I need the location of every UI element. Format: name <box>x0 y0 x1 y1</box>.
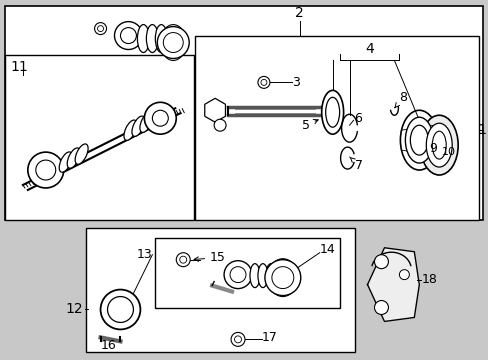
Text: 7: 7 <box>349 157 362 172</box>
Text: 16: 16 <box>101 339 116 352</box>
Text: 13: 13 <box>136 248 152 261</box>
Circle shape <box>214 119 225 131</box>
Circle shape <box>229 267 245 283</box>
Circle shape <box>176 253 190 267</box>
Circle shape <box>399 270 408 280</box>
Bar <box>155 238 339 307</box>
Circle shape <box>271 267 293 289</box>
Polygon shape <box>367 248 419 321</box>
Ellipse shape <box>405 117 432 163</box>
Text: 5: 5 <box>301 119 318 132</box>
Bar <box>195 36 478 220</box>
Text: 15: 15 <box>194 251 225 264</box>
Circle shape <box>36 160 56 180</box>
Ellipse shape <box>249 264 260 288</box>
Text: 1: 1 <box>476 123 485 137</box>
Text: 11: 11 <box>11 60 29 75</box>
Circle shape <box>224 261 251 289</box>
Ellipse shape <box>132 116 144 136</box>
Ellipse shape <box>146 24 158 53</box>
Ellipse shape <box>400 110 437 170</box>
Text: 18: 18 <box>421 273 436 286</box>
Text: 2: 2 <box>295 6 304 20</box>
Circle shape <box>374 255 387 269</box>
Ellipse shape <box>155 24 167 53</box>
Circle shape <box>157 27 189 58</box>
Circle shape <box>180 256 186 263</box>
Circle shape <box>114 22 142 50</box>
Text: 14: 14 <box>319 243 335 256</box>
Ellipse shape <box>124 120 137 140</box>
Text: 8: 8 <box>394 91 407 108</box>
Circle shape <box>107 297 133 323</box>
Ellipse shape <box>426 123 451 167</box>
Circle shape <box>163 32 183 53</box>
Circle shape <box>101 289 140 329</box>
Circle shape <box>94 23 106 35</box>
Circle shape <box>144 102 176 134</box>
Ellipse shape <box>420 115 457 175</box>
Ellipse shape <box>75 144 88 164</box>
Bar <box>85 228 354 352</box>
Text: 10: 10 <box>441 147 455 157</box>
Ellipse shape <box>160 24 186 60</box>
Ellipse shape <box>140 112 153 132</box>
Text: 17: 17 <box>262 331 277 344</box>
Text: 12: 12 <box>65 302 82 316</box>
Circle shape <box>98 26 103 32</box>
Circle shape <box>120 28 136 44</box>
Circle shape <box>234 336 241 343</box>
Circle shape <box>261 80 266 85</box>
Text: 4: 4 <box>365 41 373 55</box>
Ellipse shape <box>321 90 343 134</box>
Text: 3: 3 <box>291 76 299 89</box>
Circle shape <box>230 332 244 346</box>
Text: 9: 9 <box>428 141 436 155</box>
Text: 6: 6 <box>354 112 362 125</box>
Circle shape <box>264 260 300 296</box>
Ellipse shape <box>59 152 72 172</box>
Circle shape <box>374 301 387 315</box>
Ellipse shape <box>325 97 339 127</box>
Circle shape <box>152 110 168 126</box>
Ellipse shape <box>67 148 80 168</box>
Bar <box>5 6 482 220</box>
Ellipse shape <box>409 125 427 155</box>
Polygon shape <box>204 98 225 122</box>
Ellipse shape <box>137 24 149 53</box>
Ellipse shape <box>267 259 297 297</box>
Bar <box>5 55 194 220</box>
Ellipse shape <box>258 264 267 288</box>
Ellipse shape <box>265 264 275 288</box>
Circle shape <box>28 152 63 188</box>
Ellipse shape <box>431 131 446 159</box>
Circle shape <box>258 76 269 88</box>
